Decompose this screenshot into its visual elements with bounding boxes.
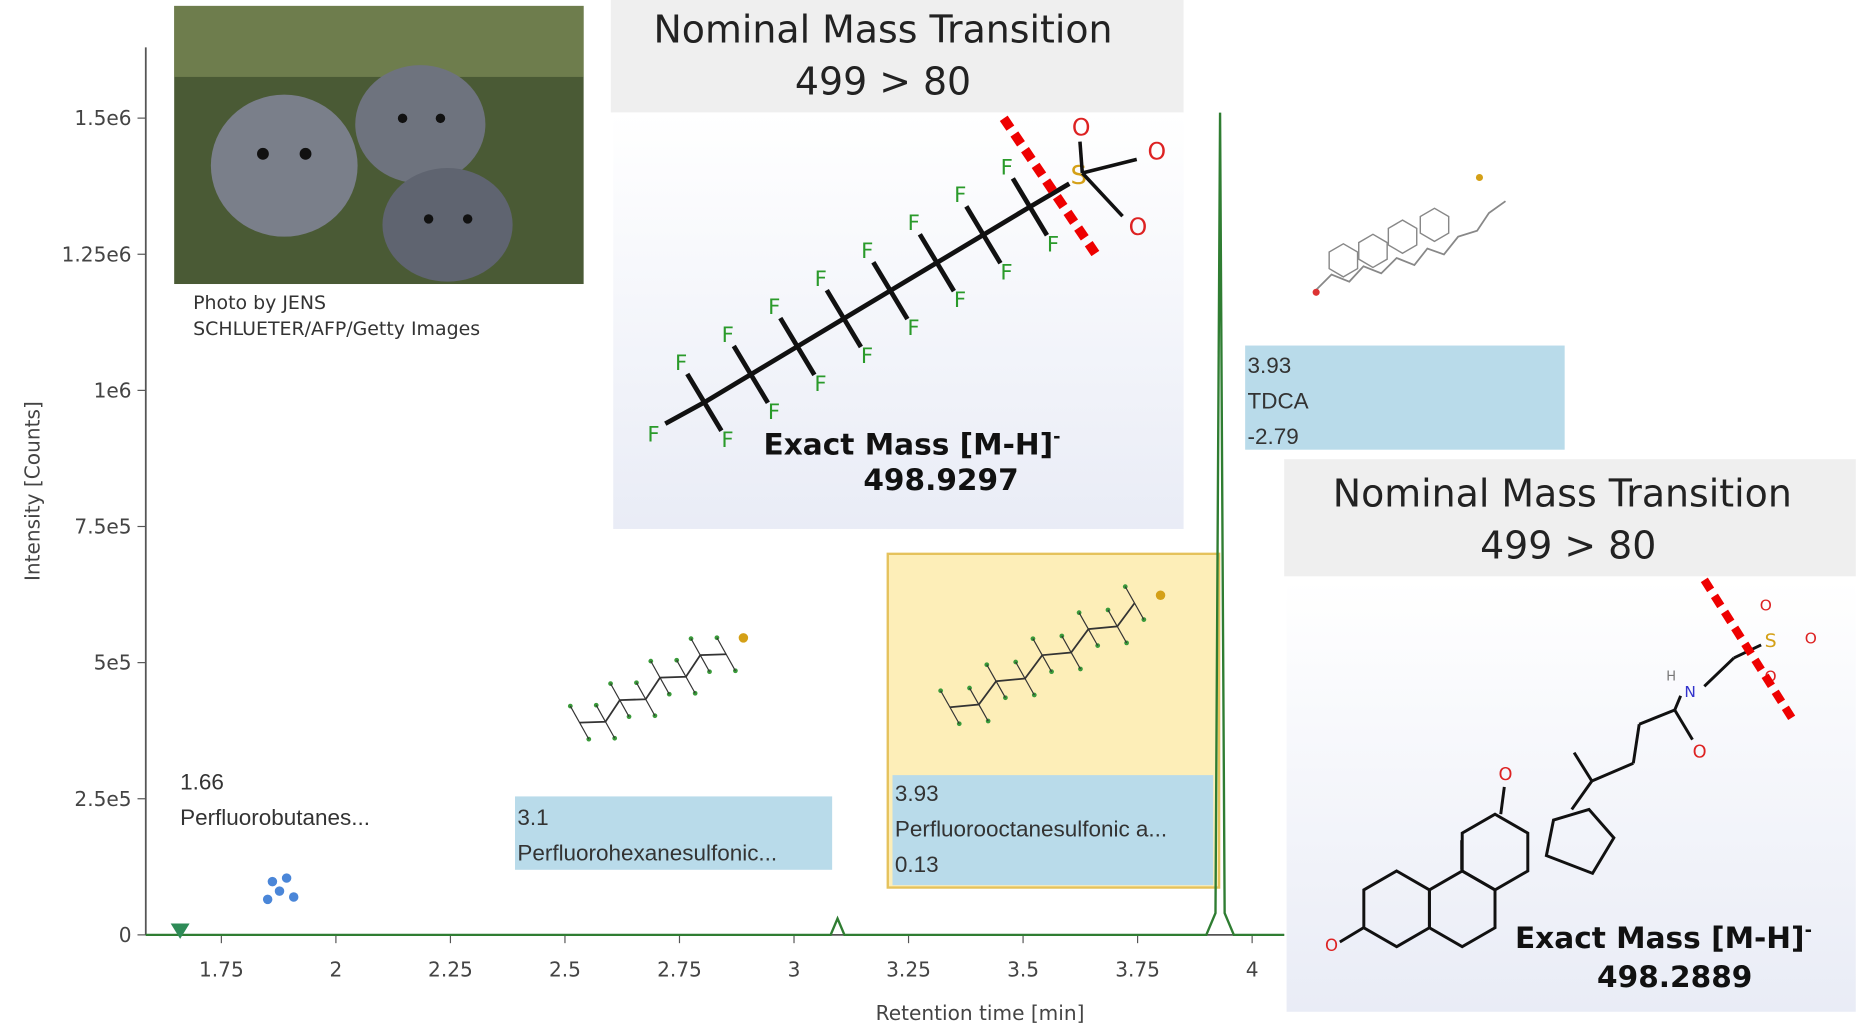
- exact-mass-value: 498.2889: [1597, 960, 1752, 994]
- atom: [634, 680, 639, 685]
- atom-label: F: [954, 183, 966, 208]
- peak-marker: [171, 924, 190, 939]
- icon-dot: [275, 886, 284, 895]
- atom-label: O: [1499, 765, 1513, 785]
- callout-transition: 499 > 80: [795, 60, 971, 104]
- bond: [1080, 142, 1082, 173]
- atom-label: F: [1000, 260, 1012, 285]
- atom: [1123, 584, 1128, 589]
- atom-label: F: [647, 422, 659, 447]
- x-axis-title: Retention time [min]: [876, 1001, 1085, 1025]
- x-tick-label: 4: [1246, 957, 1259, 981]
- y-tick-label: 1e6: [94, 378, 132, 402]
- x-tick-label: 2.25: [428, 957, 473, 981]
- atom-label: O: [1693, 743, 1707, 763]
- ring: [1420, 208, 1448, 241]
- callout-transition: 499 > 80: [1480, 524, 1656, 568]
- atom: [957, 721, 962, 726]
- atom-label: F: [815, 267, 827, 292]
- ring: [1359, 234, 1387, 267]
- atom-label: F: [675, 351, 687, 376]
- atom-label: F: [907, 316, 919, 341]
- atom-label: F: [1047, 232, 1059, 257]
- atom: [627, 714, 632, 719]
- atom-label: H: [1666, 669, 1676, 684]
- atom: [967, 686, 972, 691]
- callout-title: Nominal Mass Transition: [1333, 471, 1792, 515]
- exact-mass: Exact Mass [M-H]-: [1515, 921, 1812, 955]
- atom: [1124, 641, 1129, 646]
- atom-label: O: [1129, 213, 1148, 241]
- y-tick-label: 5e5: [94, 651, 132, 675]
- atom: [733, 668, 738, 673]
- atom: [707, 669, 712, 674]
- atom-label: F: [768, 295, 780, 320]
- icon-dot: [268, 877, 277, 886]
- icon-dot: [282, 873, 291, 882]
- photo-credit: Photo by JENS: [193, 292, 326, 314]
- y-tick-label: 7.5e5: [74, 515, 131, 539]
- ring: [1329, 244, 1357, 277]
- atom-label: F: [721, 428, 733, 453]
- atom-label: O: [1805, 630, 1817, 648]
- peak-annotation: 1.66: [180, 769, 224, 794]
- peak-annotation: -2.79: [1248, 424, 1299, 449]
- peak-annotation: 0.13: [895, 852, 939, 877]
- charge: -: [1053, 428, 1060, 448]
- x-tick-label: 2.75: [657, 957, 702, 981]
- atom-label: O: [1072, 114, 1091, 142]
- exact-mass-label: Exact Mass [M-H]: [764, 427, 1054, 461]
- atom-label: N: [1684, 683, 1696, 701]
- y-tick-label: 2.5e5: [74, 787, 131, 811]
- atom-label: F: [768, 400, 780, 425]
- peak-annotation: Perfluorooctanesulfonic a...: [895, 817, 1167, 842]
- atom-label: F: [861, 239, 873, 264]
- atom-label: S: [1765, 630, 1777, 652]
- icon-dot: [289, 892, 298, 901]
- exact-mass-label: Exact Mass [M-H]: [1515, 921, 1805, 955]
- y-tick-label: 1.5e6: [74, 106, 131, 130]
- charge: -: [1805, 921, 1812, 941]
- photo-credit: SCHLUETER/AFP/Getty Images: [193, 318, 480, 340]
- atom-label: O: [1325, 936, 1338, 955]
- x-tick-label: 3.25: [886, 957, 931, 981]
- x-tick-label: 3.75: [1115, 957, 1160, 981]
- y-tick-label: 0: [119, 923, 132, 947]
- peak-annotation: 3.93: [1248, 353, 1292, 378]
- peak-annotation: TDCA: [1248, 388, 1309, 413]
- atom-label: O: [1760, 596, 1772, 614]
- icon-dot: [263, 895, 272, 904]
- atom: [1156, 591, 1165, 600]
- x-tick-label: 2.5: [549, 957, 581, 981]
- atom: [653, 713, 658, 718]
- y-axis-title: Intensity [Counts]: [20, 401, 44, 581]
- x-tick-label: 1.75: [199, 957, 244, 981]
- atom: [1313, 289, 1320, 296]
- exact-mass: Exact Mass [M-H]-: [764, 427, 1061, 461]
- atom-label: F: [814, 372, 826, 397]
- atom-label: F: [1001, 155, 1013, 180]
- y-tick-label: 1.25e6: [62, 242, 132, 266]
- exact-mass-value: 498.9297: [863, 463, 1018, 497]
- peak-annotation: 3.93: [895, 781, 939, 806]
- callout-title: Nominal Mass Transition: [653, 8, 1112, 52]
- atom-label: F: [722, 323, 734, 348]
- x-tick-label: 3: [788, 957, 801, 981]
- peak-annotation: 3.1: [517, 805, 548, 830]
- peak-annotation: Perfluorohexanesulfonic...: [517, 840, 777, 865]
- x-tick-label: 3.5: [1007, 957, 1039, 981]
- atom: [739, 633, 748, 642]
- slide: 0 2.5e5 5e5 7.5e5 1e6 1.25e6 1.5e6 1.75 2 2.25 2.5…: [0, 0, 1856, 1026]
- atom: [1476, 174, 1483, 181]
- peak-annotation: Perfluorobutanes...: [180, 805, 370, 830]
- atom: [938, 688, 943, 693]
- atom-label: F: [861, 344, 873, 369]
- atom-label: O: [1148, 137, 1167, 165]
- atom-label: F: [954, 288, 966, 313]
- photo: [174, 6, 583, 284]
- atom-label: F: [908, 211, 920, 236]
- ring: [1388, 220, 1416, 253]
- x-tick-label: 2: [329, 957, 342, 981]
